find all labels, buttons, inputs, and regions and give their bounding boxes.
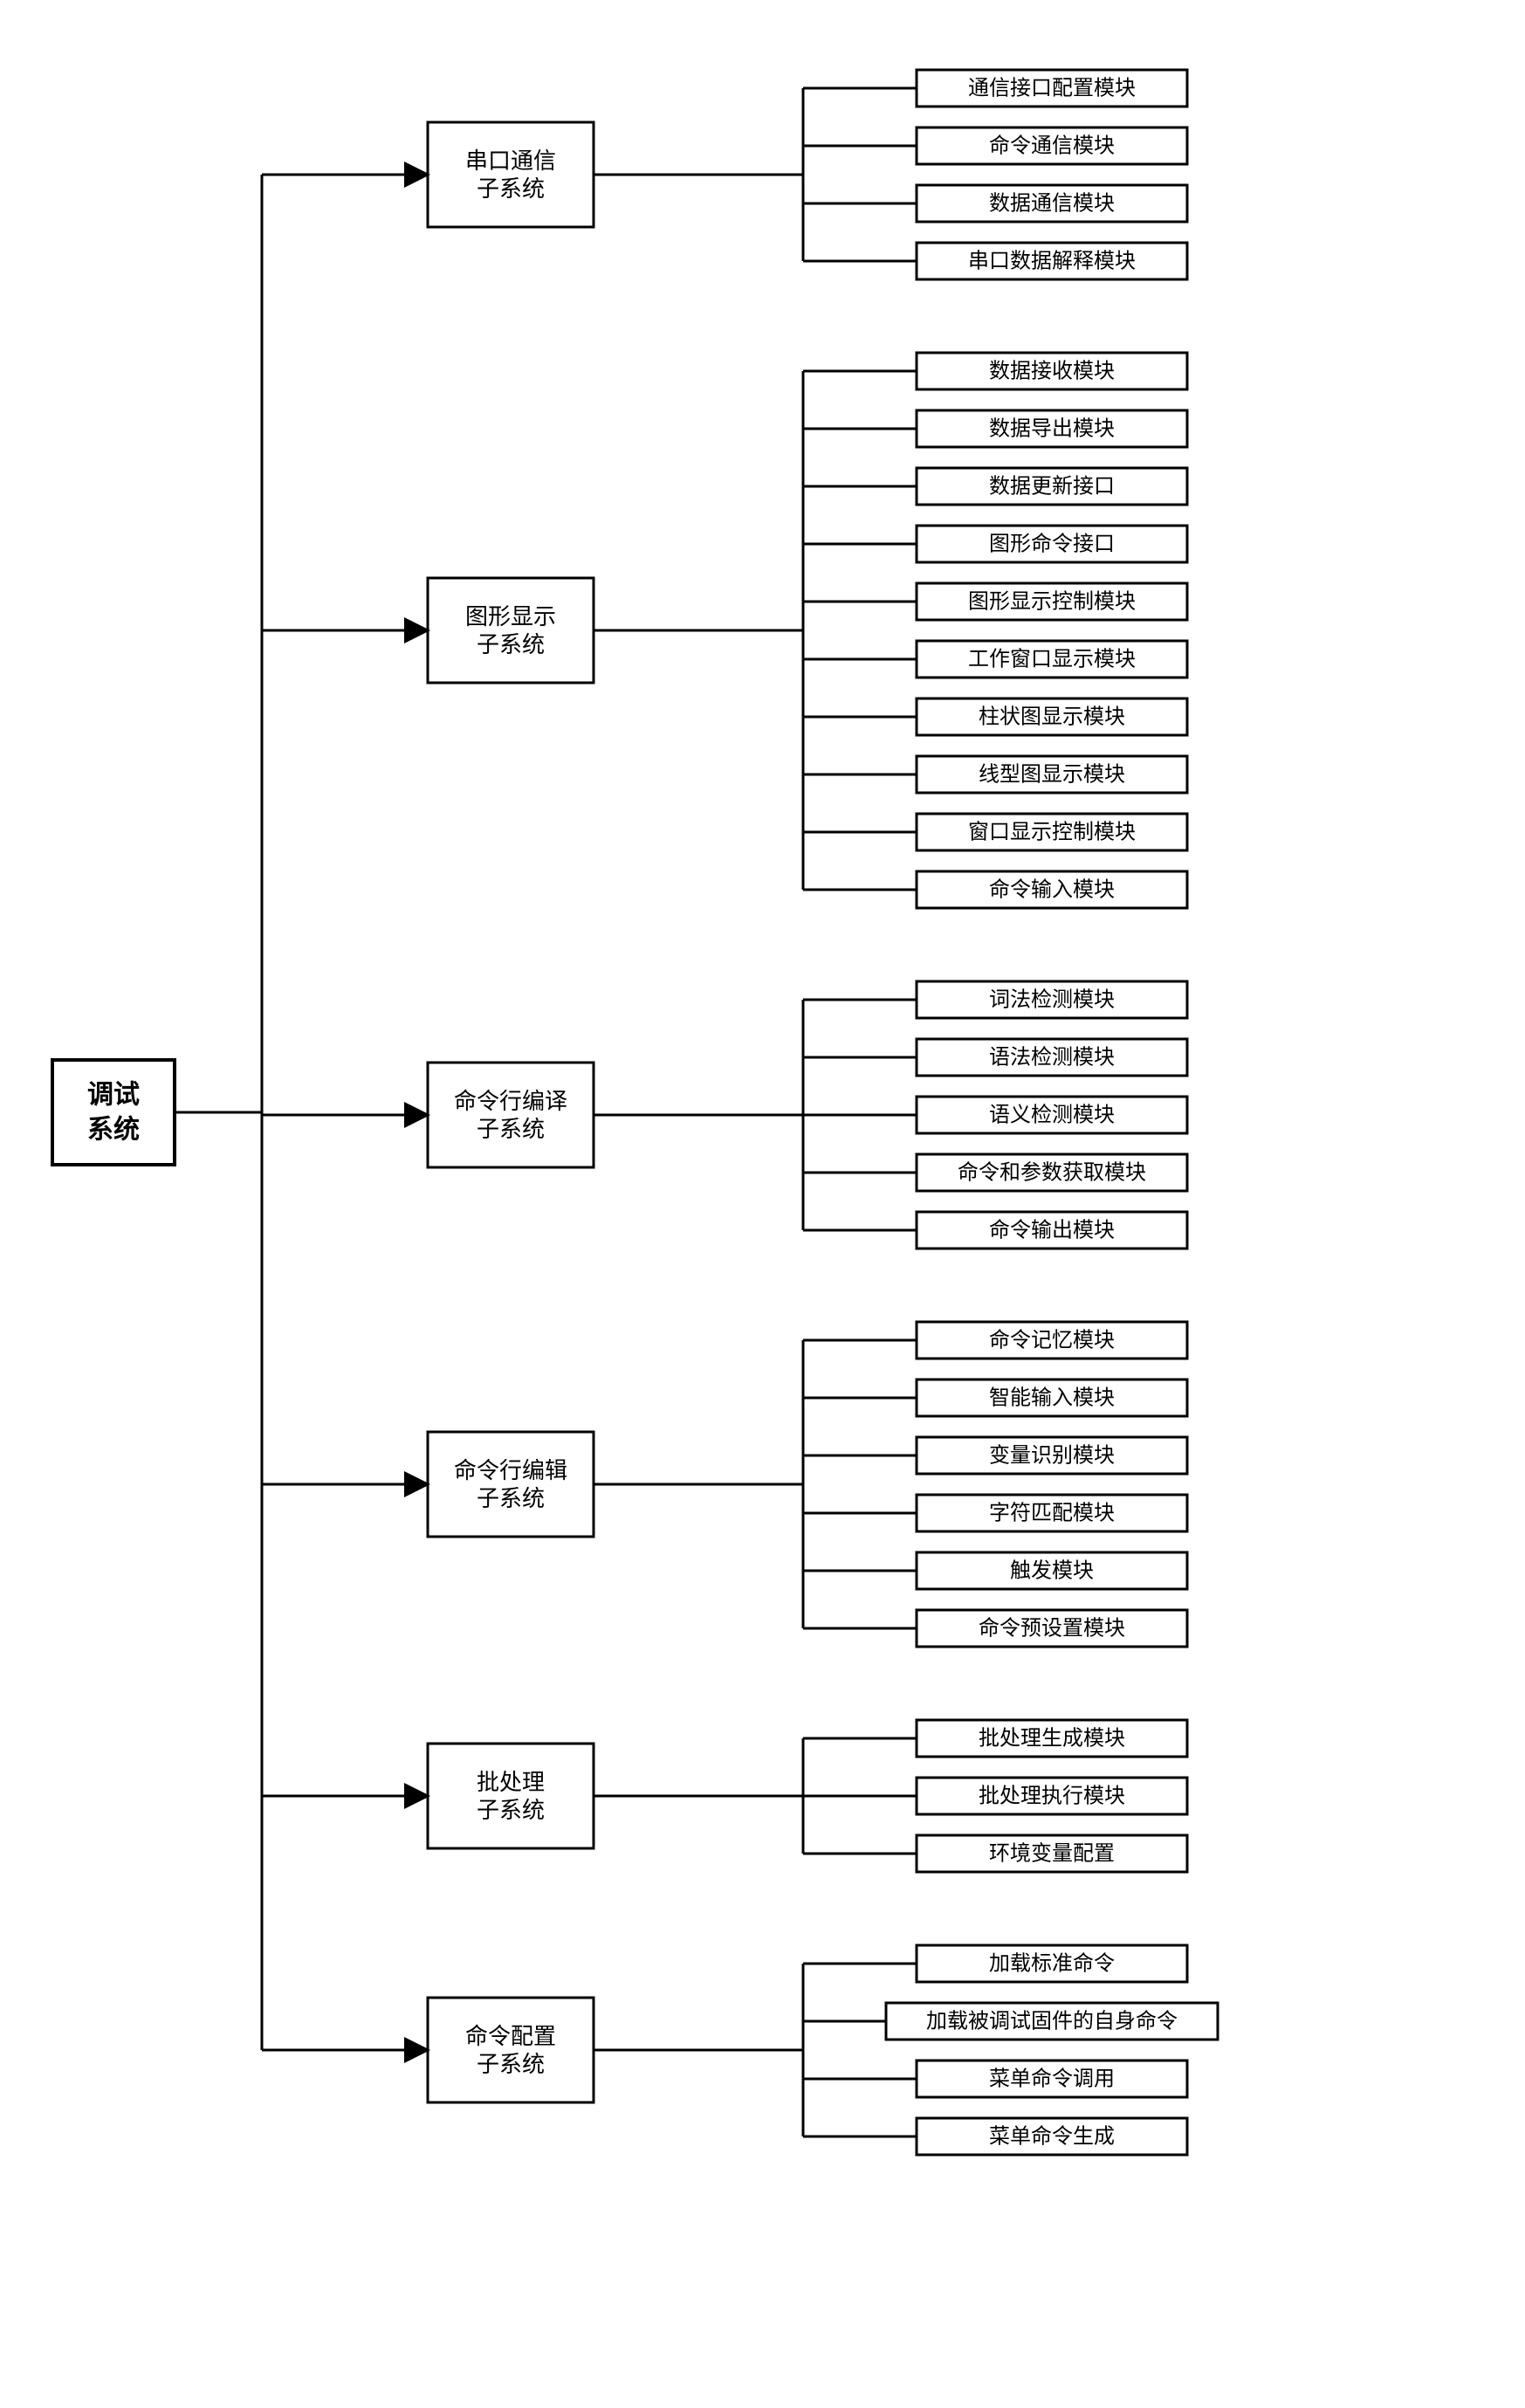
module-label: 变量识别模块 (989, 1444, 1115, 1468)
system-tree-diagram: 通信接口配置模块命令通信模块数据通信模块串口数据解释模块数据接收模块数据导出模块… (17, 17, 1301, 2263)
module-box: 命令输入模块 (917, 871, 1187, 908)
module-box: 字符匹配模块 (917, 1495, 1187, 1531)
subsystem-box: 命令行编译子系统 (428, 1063, 594, 1167)
subsystem-label-line1: 命令行编辑 (454, 1457, 567, 1483)
module-label: 菜单命令调用 (989, 2067, 1115, 2091)
module-box: 加载被调试固件的自身命令 (886, 2003, 1218, 2040)
subsystem-box: 命令行编辑子系统 (428, 1432, 594, 1537)
subsystem-box: 图形显示子系统 (428, 578, 594, 683)
module-box: 图形命令接口 (917, 526, 1187, 562)
module-box: 通信接口配置模块 (917, 70, 1187, 107)
module-box: 命令和参数获取模块 (917, 1154, 1187, 1191)
module-box: 环境变量配置 (917, 1835, 1187, 1872)
module-box: 触发模块 (917, 1552, 1187, 1589)
subsystem-label-line2: 子系统 (477, 1797, 545, 1823)
subsystem-label-line1: 批处理 (477, 1769, 545, 1795)
module-label: 命令通信模块 (989, 134, 1115, 158)
module-box: 菜单命令调用 (917, 2061, 1187, 2097)
module-label: 加载被调试固件的自身命令 (926, 2010, 1178, 2033)
subsystem-label-line2: 子系统 (477, 631, 545, 657)
module-box: 变量识别模块 (917, 1437, 1187, 1474)
module-box: 数据导出模块 (917, 410, 1187, 447)
module-label: 数据导出模块 (989, 417, 1115, 441)
module-label: 触发模块 (1010, 1559, 1094, 1583)
module-label: 数据通信模块 (989, 192, 1115, 216)
root-box: 调试系统 (52, 1060, 175, 1165)
subsystem-label-line2: 子系统 (477, 2051, 545, 2077)
module-box: 批处理生成模块 (917, 1720, 1187, 1757)
module-label: 字符匹配模块 (989, 1502, 1115, 1525)
module-label: 智能输入模块 (989, 1386, 1115, 1410)
subsystem-label-line1: 命令行编译 (454, 1088, 567, 1114)
subsystem-label-line2: 子系统 (477, 1116, 545, 1142)
module-label: 数据更新接口 (989, 475, 1115, 499)
module-label: 批处理执行模块 (979, 1785, 1125, 1808)
root-label-line2: 系统 (87, 1115, 140, 1145)
module-label: 加载标准命令 (989, 1952, 1115, 1976)
module-label: 命令输出模块 (989, 1219, 1115, 1242)
subsystem-label-line2: 子系统 (477, 1485, 545, 1511)
module-box: 语法检测模块 (917, 1039, 1187, 1076)
module-label: 菜单命令生成 (989, 2125, 1115, 2149)
module-label: 柱状图显示模块 (979, 705, 1125, 729)
module-label: 批处理生成模块 (979, 1727, 1125, 1751)
module-box: 线型图显示模块 (917, 756, 1187, 793)
subsystem-label-line1: 命令配置 (465, 2023, 556, 2049)
subsystem-box: 批处理子系统 (428, 1744, 594, 1848)
module-label: 命令记忆模块 (989, 1329, 1115, 1352)
module-box: 柱状图显示模块 (917, 698, 1187, 735)
module-label: 串口数据解释模块 (968, 250, 1136, 273)
module-box: 串口数据解释模块 (917, 243, 1187, 279)
module-label: 命令和参数获取模块 (958, 1161, 1146, 1185)
module-box: 命令记忆模块 (917, 1322, 1187, 1359)
module-box: 加载标准命令 (917, 1945, 1187, 1982)
module-box: 菜单命令生成 (917, 2118, 1187, 2155)
module-box: 数据通信模块 (917, 185, 1187, 222)
module-label: 命令输入模块 (989, 878, 1115, 902)
module-label: 图形显示控制模块 (968, 590, 1136, 614)
module-box: 命令输出模块 (917, 1212, 1187, 1249)
subsystem-label-line1: 图形显示 (465, 603, 556, 630)
module-label: 词法检测模块 (989, 988, 1115, 1012)
module-label: 语法检测模块 (989, 1046, 1115, 1070)
module-label: 工作窗口显示模块 (968, 648, 1136, 671)
module-box: 工作窗口显示模块 (917, 641, 1187, 678)
module-box: 语义检测模块 (917, 1097, 1187, 1133)
module-box: 数据接收模块 (917, 353, 1187, 389)
subsystem-label-line1: 串口通信 (465, 148, 556, 174)
module-box: 智能输入模块 (917, 1379, 1187, 1416)
module-label: 数据接收模块 (989, 360, 1115, 383)
module-label: 环境变量配置 (989, 1842, 1115, 1866)
module-box: 数据更新接口 (917, 468, 1187, 505)
root-label-line1: 调试 (87, 1081, 140, 1110)
module-box: 词法检测模块 (917, 981, 1187, 1018)
module-label: 线型图显示模块 (979, 763, 1125, 787)
module-box: 命令通信模块 (917, 127, 1187, 164)
module-label: 图形命令接口 (989, 533, 1115, 556)
module-label: 语义检测模块 (989, 1104, 1115, 1127)
module-box: 批处理执行模块 (917, 1778, 1187, 1814)
module-box: 命令预设置模块 (917, 1610, 1187, 1647)
module-label: 命令预设置模块 (979, 1617, 1125, 1641)
module-box: 图形显示控制模块 (917, 583, 1187, 620)
subsystem-box: 串口通信子系统 (428, 122, 594, 227)
module-box: 窗口显示控制模块 (917, 814, 1187, 850)
module-label: 通信接口配置模块 (968, 77, 1136, 100)
module-label: 窗口显示控制模块 (968, 821, 1136, 844)
subsystem-box: 命令配置子系统 (428, 1998, 594, 2102)
subsystem-label-line2: 子系统 (477, 175, 545, 202)
